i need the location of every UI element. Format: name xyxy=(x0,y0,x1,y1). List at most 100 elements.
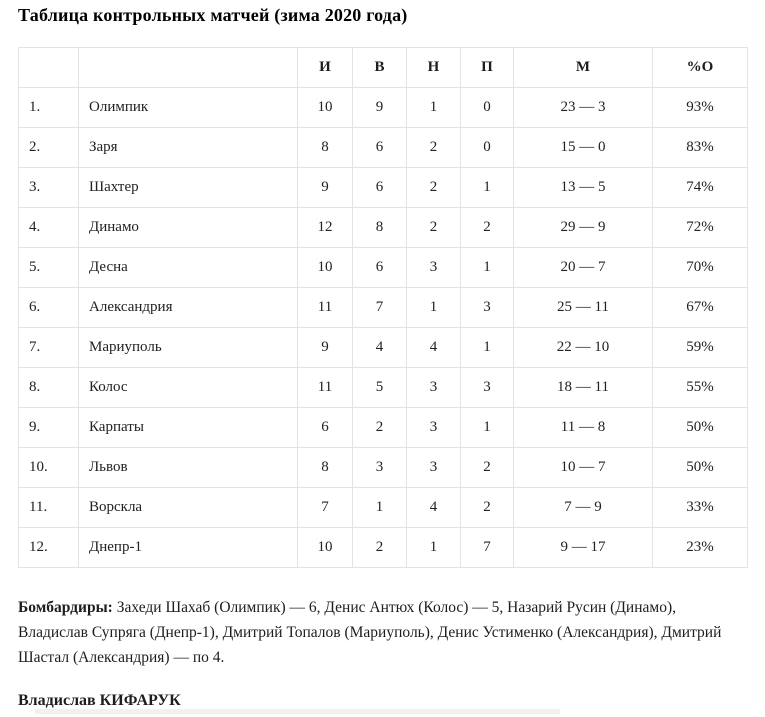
played-cell: 10 xyxy=(297,87,353,128)
goals-cell: 13 — 5 xyxy=(513,167,653,208)
rank-cell: 6. xyxy=(18,287,79,328)
author-byline: Владислав КИФАРУК xyxy=(18,692,181,709)
losses-cell: 3 xyxy=(460,287,514,328)
wins-cell: 2 xyxy=(352,407,407,448)
team-cell: Мариуполь xyxy=(78,327,298,368)
header-draws: Н xyxy=(406,47,461,88)
table-row: 11. Ворскла 7 1 4 2 7 — 9 33% xyxy=(18,487,748,528)
played-cell: 7 xyxy=(297,487,353,528)
played-cell: 10 xyxy=(297,247,353,288)
rank-cell: 1. xyxy=(18,87,79,128)
draws-cell: 3 xyxy=(406,367,461,408)
goals-cell: 25 — 11 xyxy=(513,287,653,328)
rank-cell: 10. xyxy=(18,447,79,488)
losses-cell: 0 xyxy=(460,127,514,168)
draws-cell: 1 xyxy=(406,287,461,328)
table-row: 10. Львов 8 3 3 2 10 — 7 50% xyxy=(18,447,748,488)
draws-cell: 3 xyxy=(406,247,461,288)
goals-cell: 20 — 7 xyxy=(513,247,653,288)
table-row: 3. Шахтер 9 6 2 1 13 — 5 74% xyxy=(18,167,748,208)
goals-cell: 15 — 0 xyxy=(513,127,653,168)
losses-cell: 2 xyxy=(460,447,514,488)
percent-cell: 74% xyxy=(652,167,748,208)
team-cell: Львов xyxy=(78,447,298,488)
team-cell: Ворскла xyxy=(78,487,298,528)
standings-table-header: И В Н П М %О xyxy=(18,47,748,88)
percent-cell: 70% xyxy=(652,247,748,288)
table-row: 12. Днепр-1 10 2 1 7 9 — 17 23% xyxy=(18,527,748,568)
team-cell: Заря xyxy=(78,127,298,168)
header-wins: В xyxy=(352,47,407,88)
rank-cell: 3. xyxy=(18,167,79,208)
table-row: 9. Карпаты 6 2 3 1 11 — 8 50% xyxy=(18,407,748,448)
wins-cell: 6 xyxy=(352,127,407,168)
goals-cell: 18 — 11 xyxy=(513,367,653,408)
wins-cell: 7 xyxy=(352,287,407,328)
draws-cell: 1 xyxy=(406,527,461,568)
percent-cell: 50% xyxy=(652,407,748,448)
team-cell: Динамо xyxy=(78,207,298,248)
wins-cell: 2 xyxy=(352,527,407,568)
table-row: 2. Заря 8 6 2 0 15 — 0 83% xyxy=(18,127,748,168)
team-cell: Карпаты xyxy=(78,407,298,448)
table-row: 1. Олимпик 10 9 1 0 23 — 3 93% xyxy=(18,87,748,128)
draws-cell: 3 xyxy=(406,407,461,448)
played-cell: 10 xyxy=(297,527,353,568)
played-cell: 12 xyxy=(297,207,353,248)
percent-cell: 59% xyxy=(652,327,748,368)
draws-cell: 3 xyxy=(406,447,461,488)
team-cell: Десна xyxy=(78,247,298,288)
percent-cell: 55% xyxy=(652,367,748,408)
losses-cell: 2 xyxy=(460,207,514,248)
wins-cell: 3 xyxy=(352,447,407,488)
wins-cell: 9 xyxy=(352,87,407,128)
draws-cell: 1 xyxy=(406,87,461,128)
goals-cell: 23 — 3 xyxy=(513,87,653,128)
wins-cell: 5 xyxy=(352,367,407,408)
rank-cell: 2. xyxy=(18,127,79,168)
table-row: 7. Мариуполь 9 4 4 1 22 — 10 59% xyxy=(18,327,748,368)
team-cell: Олимпик xyxy=(78,87,298,128)
played-cell: 6 xyxy=(297,407,353,448)
table-row: 6. Александрия 11 7 1 3 25 — 11 67% xyxy=(18,287,748,328)
top-scorers-paragraph: Бомбардиры: Захеди Шахаб (Олимпик) — 6, … xyxy=(18,595,745,670)
losses-cell: 1 xyxy=(460,247,514,288)
played-cell: 8 xyxy=(297,447,353,488)
header-losses: П xyxy=(460,47,514,88)
percent-cell: 83% xyxy=(652,127,748,168)
table-row: 4. Динамо 12 8 2 2 29 — 9 72% xyxy=(18,207,748,248)
wins-cell: 1 xyxy=(352,487,407,528)
percent-cell: 67% xyxy=(652,287,748,328)
standings-table: И В Н П М %О 1. Олимпик 10 9 1 0 23 — 3 93% 2. За… xyxy=(18,47,748,568)
goals-cell: 11 — 8 xyxy=(513,407,653,448)
header-row: И В Н П М %О xyxy=(18,47,748,88)
rank-cell: 9. xyxy=(18,407,79,448)
percent-cell: 23% xyxy=(652,527,748,568)
goals-cell: 22 — 10 xyxy=(513,327,653,368)
played-cell: 9 xyxy=(297,167,353,208)
percent-cell: 93% xyxy=(652,87,748,128)
wins-cell: 6 xyxy=(352,247,407,288)
rank-cell: 4. xyxy=(18,207,79,248)
rank-cell: 12. xyxy=(18,527,79,568)
table-row: 5. Десна 10 6 3 1 20 — 7 70% xyxy=(18,247,748,288)
draws-cell: 2 xyxy=(406,127,461,168)
percent-cell: 72% xyxy=(652,207,748,248)
losses-cell: 7 xyxy=(460,527,514,568)
played-cell: 9 xyxy=(297,327,353,368)
header-goals: М xyxy=(513,47,653,88)
wins-cell: 4 xyxy=(352,327,407,368)
rank-cell: 8. xyxy=(18,367,79,408)
losses-cell: 1 xyxy=(460,167,514,208)
losses-cell: 0 xyxy=(460,87,514,128)
wins-cell: 8 xyxy=(352,207,407,248)
played-cell: 11 xyxy=(297,367,353,408)
played-cell: 11 xyxy=(297,287,353,328)
losses-cell: 3 xyxy=(460,367,514,408)
percent-cell: 50% xyxy=(652,447,748,488)
table-row: 8. Колос 11 5 3 3 18 — 11 55% xyxy=(18,367,748,408)
draws-cell: 4 xyxy=(406,327,461,368)
top-scorers-label: Бомбардиры: xyxy=(18,599,113,616)
